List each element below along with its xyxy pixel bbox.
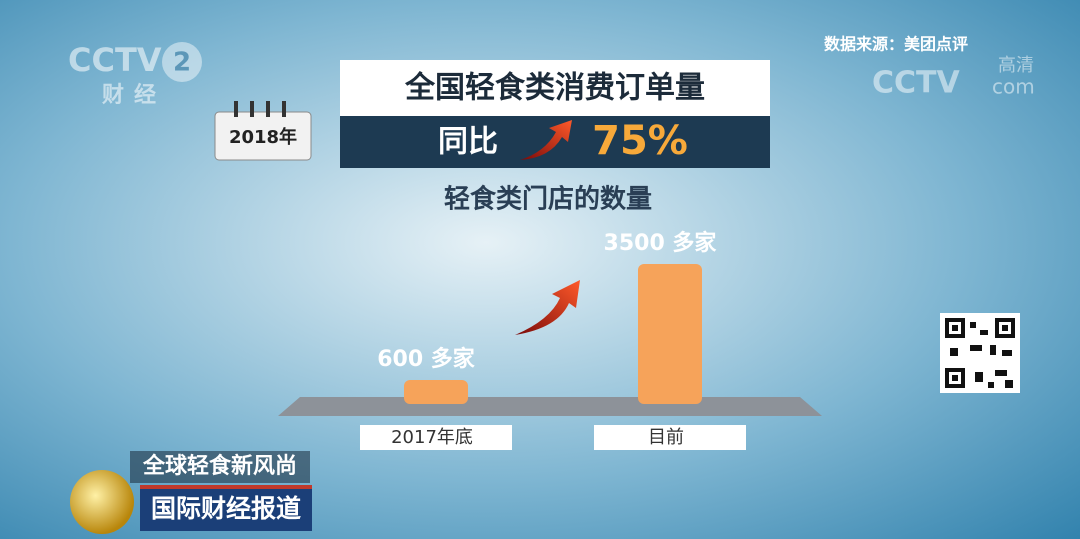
logo-badge [162, 42, 202, 82]
watermark-brand: CCTV [872, 66, 960, 101]
program-stripe [140, 485, 312, 489]
watermark-suffix: com [992, 75, 1035, 99]
source: 数据来源：美团点评 [824, 35, 968, 54]
logo-name: 财经 [102, 82, 166, 108]
globe [70, 470, 134, 534]
topic-box [130, 451, 310, 483]
x-tick-label: 目前 [648, 427, 684, 448]
change-value: 75% [592, 118, 688, 164]
chart-title: 轻食类门店的数量 [444, 184, 652, 215]
value-label: 3500 多家 [604, 230, 718, 256]
growth-arrow [515, 280, 580, 335]
program-box [140, 485, 312, 531]
ticker-topic: 全球轻食新风尚 [142, 453, 297, 479]
bar [404, 380, 468, 404]
calendar-rings [234, 101, 286, 117]
headline-title: 全国轻食类消费订单量 [404, 71, 705, 106]
logo-channel: 2 [173, 48, 191, 78]
change-label: 同比 [438, 125, 498, 160]
watermark-quality: 高清 [998, 55, 1034, 76]
headline-box [340, 60, 770, 116]
x-tick-label: 2017年底 [391, 427, 473, 448]
platform [278, 397, 822, 416]
logo-brand: CCTV [68, 41, 162, 79]
value-label: 600 多家 [377, 346, 476, 372]
calendar [214, 111, 312, 161]
date: 2018年 [229, 126, 297, 148]
category-box [360, 425, 512, 450]
qr-code [940, 313, 1020, 393]
category-box [594, 425, 746, 450]
up-arrow [520, 120, 572, 160]
ticker-program: 国际财经报道 [151, 494, 301, 523]
bar [638, 264, 702, 404]
